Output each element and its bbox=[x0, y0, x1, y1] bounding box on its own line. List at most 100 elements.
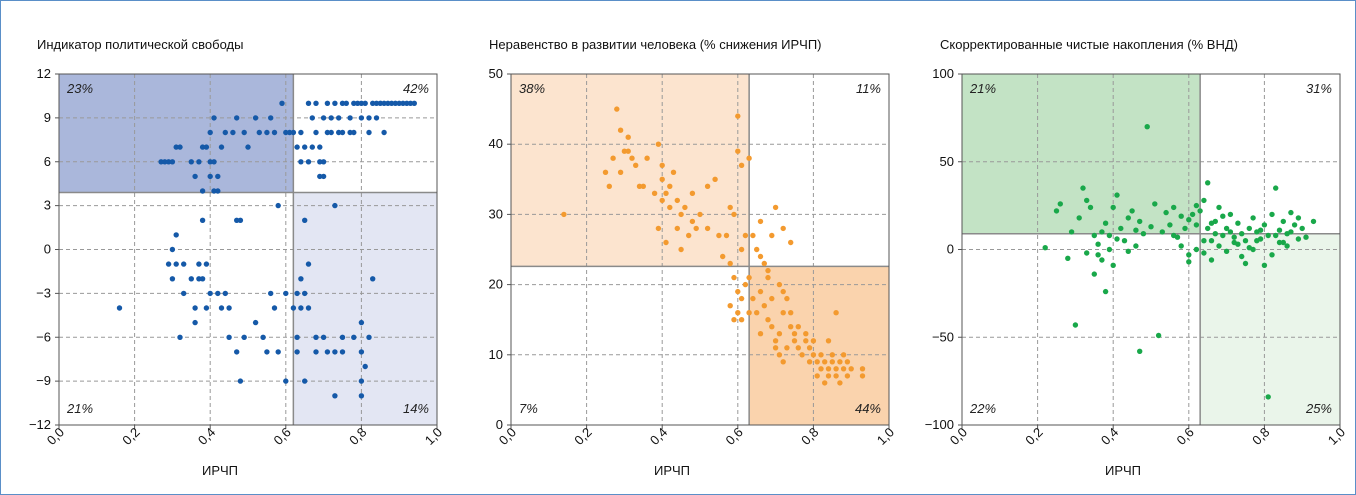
data-point bbox=[1276, 227, 1283, 233]
data-point bbox=[1235, 241, 1241, 247]
data-point bbox=[294, 349, 300, 355]
data-point bbox=[317, 159, 323, 165]
quadrant-label-bottom-right: 25% bbox=[1305, 401, 1332, 416]
data-point bbox=[602, 169, 609, 175]
data-point bbox=[366, 115, 372, 121]
data-point bbox=[169, 276, 176, 282]
data-point bbox=[370, 276, 376, 282]
data-point bbox=[1205, 180, 1211, 186]
data-point bbox=[746, 155, 752, 161]
x-tick-label: 1,0 bbox=[422, 425, 445, 448]
data-point bbox=[1189, 211, 1196, 218]
data-point bbox=[313, 100, 319, 107]
data-point bbox=[324, 100, 331, 107]
data-point bbox=[791, 331, 798, 337]
data-point bbox=[158, 159, 164, 165]
data-point bbox=[859, 373, 866, 379]
data-point bbox=[1239, 231, 1245, 237]
data-point bbox=[761, 303, 767, 309]
data-point bbox=[234, 115, 240, 121]
data-point bbox=[173, 144, 179, 150]
data-point bbox=[1182, 225, 1188, 232]
data-point bbox=[765, 274, 771, 281]
data-point bbox=[738, 317, 745, 323]
data-point bbox=[716, 232, 722, 239]
data-point bbox=[188, 159, 194, 165]
data-point bbox=[358, 100, 365, 107]
data-point bbox=[1042, 245, 1048, 251]
data-point bbox=[738, 295, 745, 302]
data-point bbox=[211, 115, 217, 121]
y-tick-label: 30 bbox=[489, 206, 503, 221]
data-point bbox=[769, 324, 775, 330]
data-point bbox=[215, 290, 221, 297]
y-tick-label: 20 bbox=[489, 277, 503, 292]
data-point bbox=[1193, 202, 1200, 209]
data-point bbox=[366, 129, 372, 136]
data-point bbox=[1280, 218, 1286, 225]
data-point bbox=[644, 155, 650, 161]
data-point bbox=[302, 217, 308, 223]
quadrant-label-bottom-left: 21% bbox=[66, 401, 93, 416]
data-point bbox=[674, 197, 680, 204]
data-point bbox=[290, 305, 297, 311]
data-point bbox=[1216, 204, 1222, 211]
data-point bbox=[1193, 222, 1200, 228]
data-point bbox=[1201, 238, 1207, 244]
data-point bbox=[188, 276, 194, 282]
data-point bbox=[735, 310, 741, 316]
data-point bbox=[283, 129, 289, 136]
data-point bbox=[1223, 225, 1230, 232]
data-point bbox=[746, 274, 752, 281]
y-tick-label: −12 bbox=[29, 417, 51, 432]
data-point bbox=[837, 380, 843, 386]
data-point bbox=[1084, 250, 1090, 256]
chart-title: Скорректированные чистые накопления (% В… bbox=[940, 37, 1238, 52]
data-point bbox=[279, 100, 285, 107]
data-point bbox=[1057, 201, 1063, 207]
data-point bbox=[286, 129, 293, 136]
data-point bbox=[833, 366, 839, 372]
data-point bbox=[192, 305, 198, 311]
data-point bbox=[704, 225, 711, 232]
data-point bbox=[735, 148, 741, 154]
data-point bbox=[411, 100, 417, 107]
data-point bbox=[234, 349, 240, 355]
data-point bbox=[328, 115, 334, 121]
quadrant-shade-top-left bbox=[511, 74, 750, 267]
data-point bbox=[1242, 238, 1249, 244]
chart-title: Индикатор политической свободы bbox=[37, 37, 244, 52]
data-point bbox=[1295, 215, 1302, 221]
quadrant-label-top-left: 21% bbox=[969, 81, 996, 96]
data-point bbox=[271, 305, 278, 311]
data-point bbox=[1144, 124, 1150, 130]
x-axis-label: ИРЧП bbox=[202, 463, 238, 478]
quadrant-shade-bottom-right bbox=[293, 192, 437, 425]
data-point bbox=[727, 204, 733, 211]
data-point bbox=[351, 334, 357, 340]
chart-title: Неравенство в развитии человека (% сниже… bbox=[489, 37, 822, 52]
data-point bbox=[678, 246, 684, 253]
data-point bbox=[1205, 225, 1211, 232]
data-point bbox=[1114, 236, 1120, 242]
data-point bbox=[181, 261, 187, 267]
data-point bbox=[840, 366, 847, 372]
quadrant-label-bottom-right: 14% bbox=[403, 401, 429, 416]
data-point bbox=[324, 129, 331, 136]
data-point bbox=[1242, 260, 1249, 267]
data-point bbox=[772, 338, 779, 344]
data-point bbox=[697, 211, 703, 218]
data-point bbox=[385, 100, 391, 107]
data-point bbox=[298, 276, 304, 282]
data-point bbox=[320, 173, 327, 180]
data-point bbox=[1099, 229, 1105, 235]
data-point bbox=[1106, 232, 1113, 239]
x-tick-label: 0,6 bbox=[723, 425, 746, 448]
data-point bbox=[1148, 224, 1154, 230]
data-point bbox=[241, 129, 247, 136]
data-point bbox=[1137, 348, 1143, 354]
data-point bbox=[332, 100, 338, 107]
data-point bbox=[636, 183, 643, 189]
data-point bbox=[199, 217, 206, 223]
